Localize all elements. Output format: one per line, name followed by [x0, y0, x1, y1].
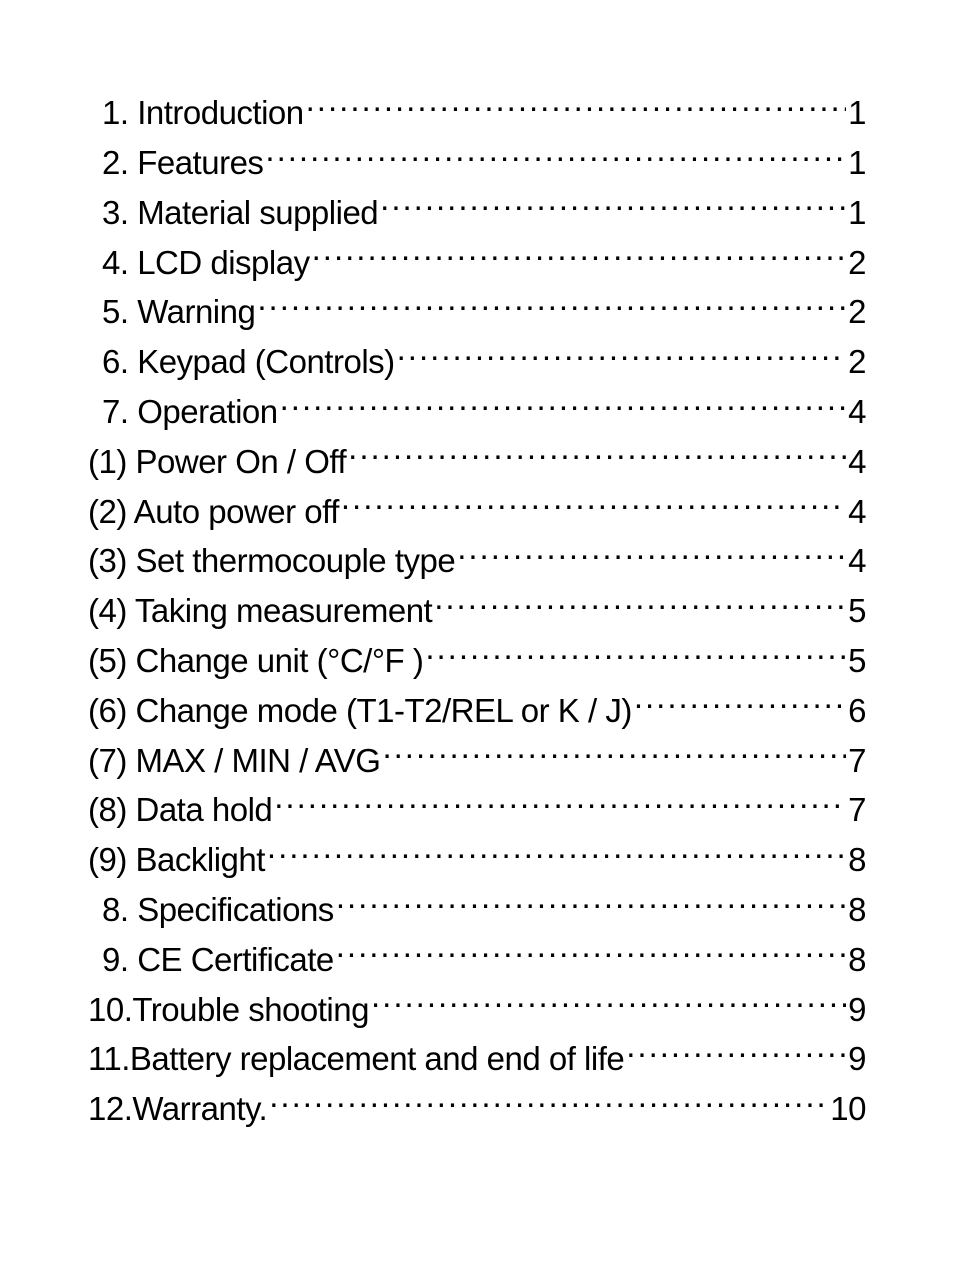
toc-page-number: 2 — [848, 337, 866, 387]
toc-row: (7) MAX / MIN / AVG 7 — [88, 735, 866, 785]
toc-page-number: 7 — [848, 785, 866, 835]
toc-page-number: 7 — [848, 736, 866, 786]
toc-page-number: 5 — [848, 636, 866, 686]
toc-leader-dots — [341, 486, 846, 522]
toc-row: 11.Battery replacement and end of life 9 — [88, 1034, 866, 1084]
toc-leader-dots — [257, 287, 846, 323]
toc-page-number: 5 — [848, 586, 866, 636]
toc-page-number: 8 — [848, 935, 866, 985]
toc-row: 1. Introduction 1 — [88, 88, 866, 138]
toc-page-number: 6 — [848, 686, 866, 736]
toc-leader-dots — [634, 686, 846, 722]
toc-page-number: 8 — [848, 835, 866, 885]
toc-leader-dots — [434, 586, 846, 622]
toc-row: 4. LCD display 2 — [88, 237, 866, 287]
toc-page-number: 1 — [848, 188, 866, 238]
toc-row: 5. Warning 2 — [88, 287, 866, 337]
toc-label: 11.Battery replacement and end of life — [88, 1034, 624, 1084]
toc-leader-dots — [626, 1034, 846, 1070]
toc-leader-dots — [371, 984, 846, 1020]
toc-row: 3. Material supplied 1 — [88, 188, 866, 238]
toc-leader-dots — [397, 337, 847, 373]
toc-row: 9. CE Certificate 8 — [88, 935, 866, 985]
toc-row: (8) Data hold 7 — [88, 785, 866, 835]
toc-leader-dots — [348, 437, 846, 473]
toc-label: 9. CE Certificate — [102, 935, 334, 985]
toc-page-number: 4 — [848, 487, 866, 537]
toc-leader-dots — [274, 785, 846, 821]
toc-page-number: 8 — [848, 885, 866, 935]
toc-label: 1. Introduction — [102, 88, 304, 138]
toc-leader-dots — [425, 636, 846, 672]
toc-label: 12.Warranty. — [88, 1084, 267, 1134]
toc-row: (3) Set thermocouple type 4 — [88, 536, 866, 586]
toc-label: (2) Auto power off — [88, 487, 339, 537]
toc-leader-dots — [380, 188, 846, 224]
toc-leader-dots — [312, 237, 847, 273]
toc-label: 5. Warning — [102, 287, 255, 337]
toc-page-number: 1 — [848, 138, 866, 188]
toc-row: 12.Warranty. 10 — [88, 1084, 866, 1134]
toc-row: 2. Features 1 — [88, 138, 866, 188]
toc-label: 2. Features — [102, 138, 263, 188]
toc-row: (2) Auto power off 4 — [88, 486, 866, 536]
toc-label: (8) Data hold — [88, 785, 272, 835]
toc-row: (6) Change mode (T1-T2/REL or K / J) 6 — [88, 686, 866, 736]
toc-leader-dots — [267, 835, 846, 871]
toc-label: 7. Operation — [102, 387, 278, 437]
toc-label: (3) Set thermocouple type — [88, 536, 455, 586]
toc-label: 3. Material supplied — [102, 188, 378, 238]
toc-row: 7. Operation 4 — [88, 387, 866, 437]
toc-page-number: 9 — [848, 985, 866, 1035]
toc-row: (4) Taking measurement 5 — [88, 586, 866, 636]
toc-row: 8. Specifications 8 — [88, 885, 866, 935]
toc-label: (4) Taking measurement — [88, 586, 432, 636]
toc-label: 6. Keypad (Controls) — [102, 337, 395, 387]
toc-label: (1) Power On / Off — [88, 437, 346, 487]
toc-leader-dots — [265, 138, 846, 174]
toc-row: 10.Trouble shooting 9 — [88, 984, 866, 1034]
toc-leader-dots — [382, 735, 846, 771]
toc-row: 6. Keypad (Controls) 2 — [88, 337, 866, 387]
toc-page-number: 4 — [848, 437, 866, 487]
toc-label: (6) Change mode (T1-T2/REL or K / J) — [88, 686, 632, 736]
toc-leader-dots — [457, 536, 846, 572]
toc-leader-dots — [306, 88, 847, 124]
toc-label: 4. LCD display — [102, 238, 310, 288]
toc-label: (7) MAX / MIN / AVG — [88, 736, 380, 786]
toc-label: 8. Specifications — [102, 885, 334, 935]
toc-page-number: 2 — [848, 287, 866, 337]
toc-page-number: 10 — [830, 1084, 866, 1134]
toc-page-number: 9 — [848, 1034, 866, 1084]
table-of-contents: 1. Introduction 1 2. Features 1 3. Mater… — [88, 88, 866, 1134]
toc-leader-dots — [336, 935, 846, 971]
toc-page-number: 1 — [848, 88, 866, 138]
toc-row: (5) Change unit (°C/°F ) 5 — [88, 636, 866, 686]
toc-page-number: 2 — [848, 238, 866, 288]
toc-page-number: 4 — [848, 387, 866, 437]
toc-label: (9) Backlight — [88, 835, 265, 885]
toc-page-number: 4 — [848, 536, 866, 586]
toc-leader-dots — [336, 885, 846, 921]
toc-label: (5) Change unit (°C/°F ) — [88, 636, 423, 686]
toc-row: (1) Power On / Off 4 — [88, 437, 866, 487]
toc-label: 10.Trouble shooting — [88, 985, 369, 1035]
toc-leader-dots — [269, 1084, 828, 1120]
toc-row: (9) Backlight 8 — [88, 835, 866, 885]
document-page: 1. Introduction 1 2. Features 1 3. Mater… — [0, 0, 954, 1222]
toc-leader-dots — [280, 387, 847, 423]
